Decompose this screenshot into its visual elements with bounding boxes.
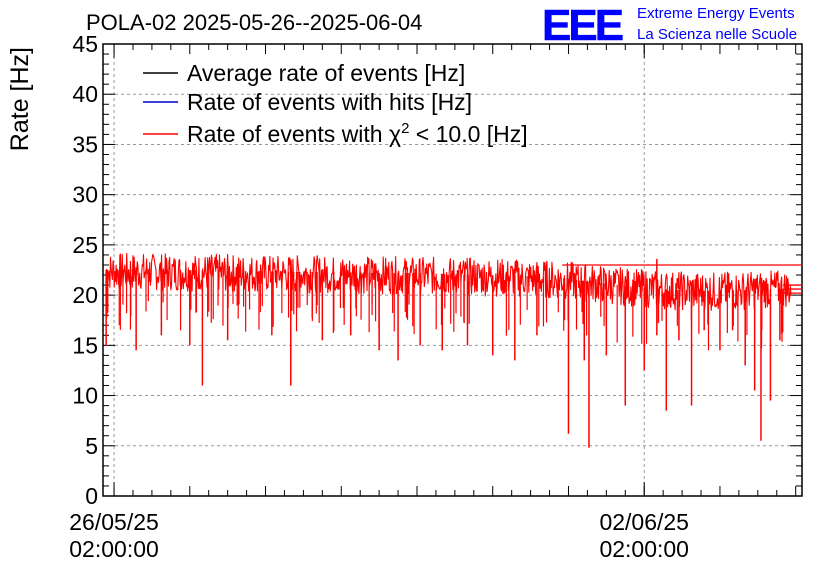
x-tick-label-date: 02/06/25: [599, 509, 689, 535]
y-tick-label: 5: [85, 433, 98, 459]
x-tick-label-date: 26/05/25: [69, 509, 159, 535]
legend-label: Average rate of events [Hz]: [187, 60, 465, 86]
eee-logo: EEE Extreme Energy Events La Scienza nel…: [542, 1, 797, 51]
y-axis-label: Rate [Hz]: [6, 47, 34, 151]
y-tick-label: 0: [85, 483, 98, 509]
x-tick-label-time: 02:00:00: [69, 536, 159, 562]
y-tick-label: 40: [72, 81, 98, 107]
y-tick-label: 25: [72, 232, 98, 258]
axes: 05101520253035404526/05/2502:00:0002/06/…: [69, 31, 803, 562]
chart-title: POLA-02 2025-05-26--2025-06-04: [86, 10, 422, 35]
logo-line2: La Scienza nelle Scuole: [637, 26, 797, 43]
y-tick-label: 30: [72, 182, 98, 208]
legend: Average rate of events [Hz] Rate of event…: [143, 60, 528, 147]
y-tick-label: 10: [72, 383, 98, 409]
legend-label: Rate of events with χ2 < 10.0 [Hz]: [187, 120, 528, 147]
y-tick-label: 45: [72, 31, 98, 57]
logo-line1: Extreme Energy Events: [637, 5, 795, 22]
y-tick-label: 35: [72, 131, 98, 157]
legend-label: Rate of events with hits [Hz]: [187, 89, 472, 115]
series-line: [105, 252, 792, 312]
x-tick-label-time: 02:00:00: [599, 536, 689, 562]
logo-mark: EEE: [542, 1, 623, 50]
y-tick-label: 20: [72, 282, 98, 308]
series-layer: [105, 252, 802, 448]
y-tick-label: 15: [72, 332, 98, 358]
series-ff0000: [105, 252, 802, 448]
plot-frame: [102, 43, 803, 497]
